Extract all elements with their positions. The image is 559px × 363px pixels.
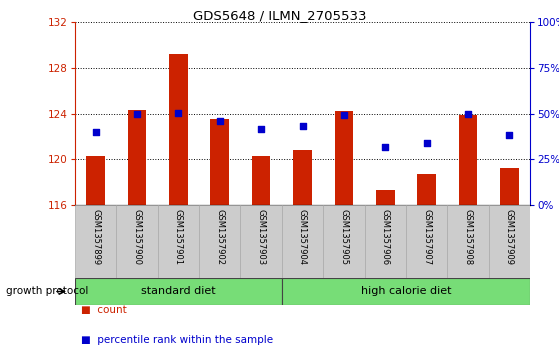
Text: GSM1357901: GSM1357901 [174, 209, 183, 265]
Text: GSM1357903: GSM1357903 [257, 209, 266, 265]
Bar [323, 205, 364, 278]
Point [381, 144, 390, 150]
Bar [364, 205, 406, 278]
Text: GSM1357909: GSM1357909 [505, 209, 514, 265]
Text: GSM1357902: GSM1357902 [215, 209, 224, 265]
Text: GDS5648 / ILMN_2705533: GDS5648 / ILMN_2705533 [193, 9, 366, 22]
Bar [240, 205, 282, 278]
Text: GSM1357905: GSM1357905 [339, 209, 348, 265]
Bar [293, 150, 312, 205]
Bar [87, 156, 105, 205]
Bar [282, 278, 530, 305]
Text: GSM1357904: GSM1357904 [298, 209, 307, 265]
Text: high calorie diet: high calorie diet [361, 286, 451, 297]
Point [422, 140, 431, 146]
Point [298, 123, 307, 129]
Bar [75, 205, 116, 278]
Point [91, 129, 100, 135]
Text: ■  count: ■ count [80, 305, 126, 315]
Bar [376, 190, 395, 205]
Text: standard diet: standard diet [141, 286, 216, 297]
Bar [75, 278, 282, 305]
Bar [116, 205, 158, 278]
Bar [211, 119, 229, 205]
Text: ■  percentile rank within the sample: ■ percentile rank within the sample [80, 335, 273, 345]
Bar [199, 205, 240, 278]
Bar [128, 110, 146, 205]
Bar [458, 115, 477, 205]
Point [132, 111, 141, 117]
Text: GSM1357908: GSM1357908 [463, 209, 472, 265]
Bar [282, 205, 323, 278]
Bar [500, 168, 519, 205]
Bar [489, 205, 530, 278]
Bar [447, 205, 489, 278]
Point [257, 126, 266, 132]
Text: GSM1357900: GSM1357900 [132, 209, 141, 265]
Point [505, 132, 514, 138]
Bar [406, 205, 447, 278]
Bar [334, 111, 353, 205]
Bar [252, 156, 271, 205]
Point [215, 118, 224, 124]
Text: growth protocol: growth protocol [6, 286, 88, 297]
Text: GSM1357906: GSM1357906 [381, 209, 390, 265]
Text: GSM1357899: GSM1357899 [91, 209, 100, 265]
Text: GSM1357907: GSM1357907 [422, 209, 431, 265]
Bar [169, 54, 188, 205]
Point [174, 110, 183, 115]
Point [339, 113, 348, 118]
Bar [417, 174, 436, 205]
Bar [158, 205, 199, 278]
Point [463, 111, 472, 117]
